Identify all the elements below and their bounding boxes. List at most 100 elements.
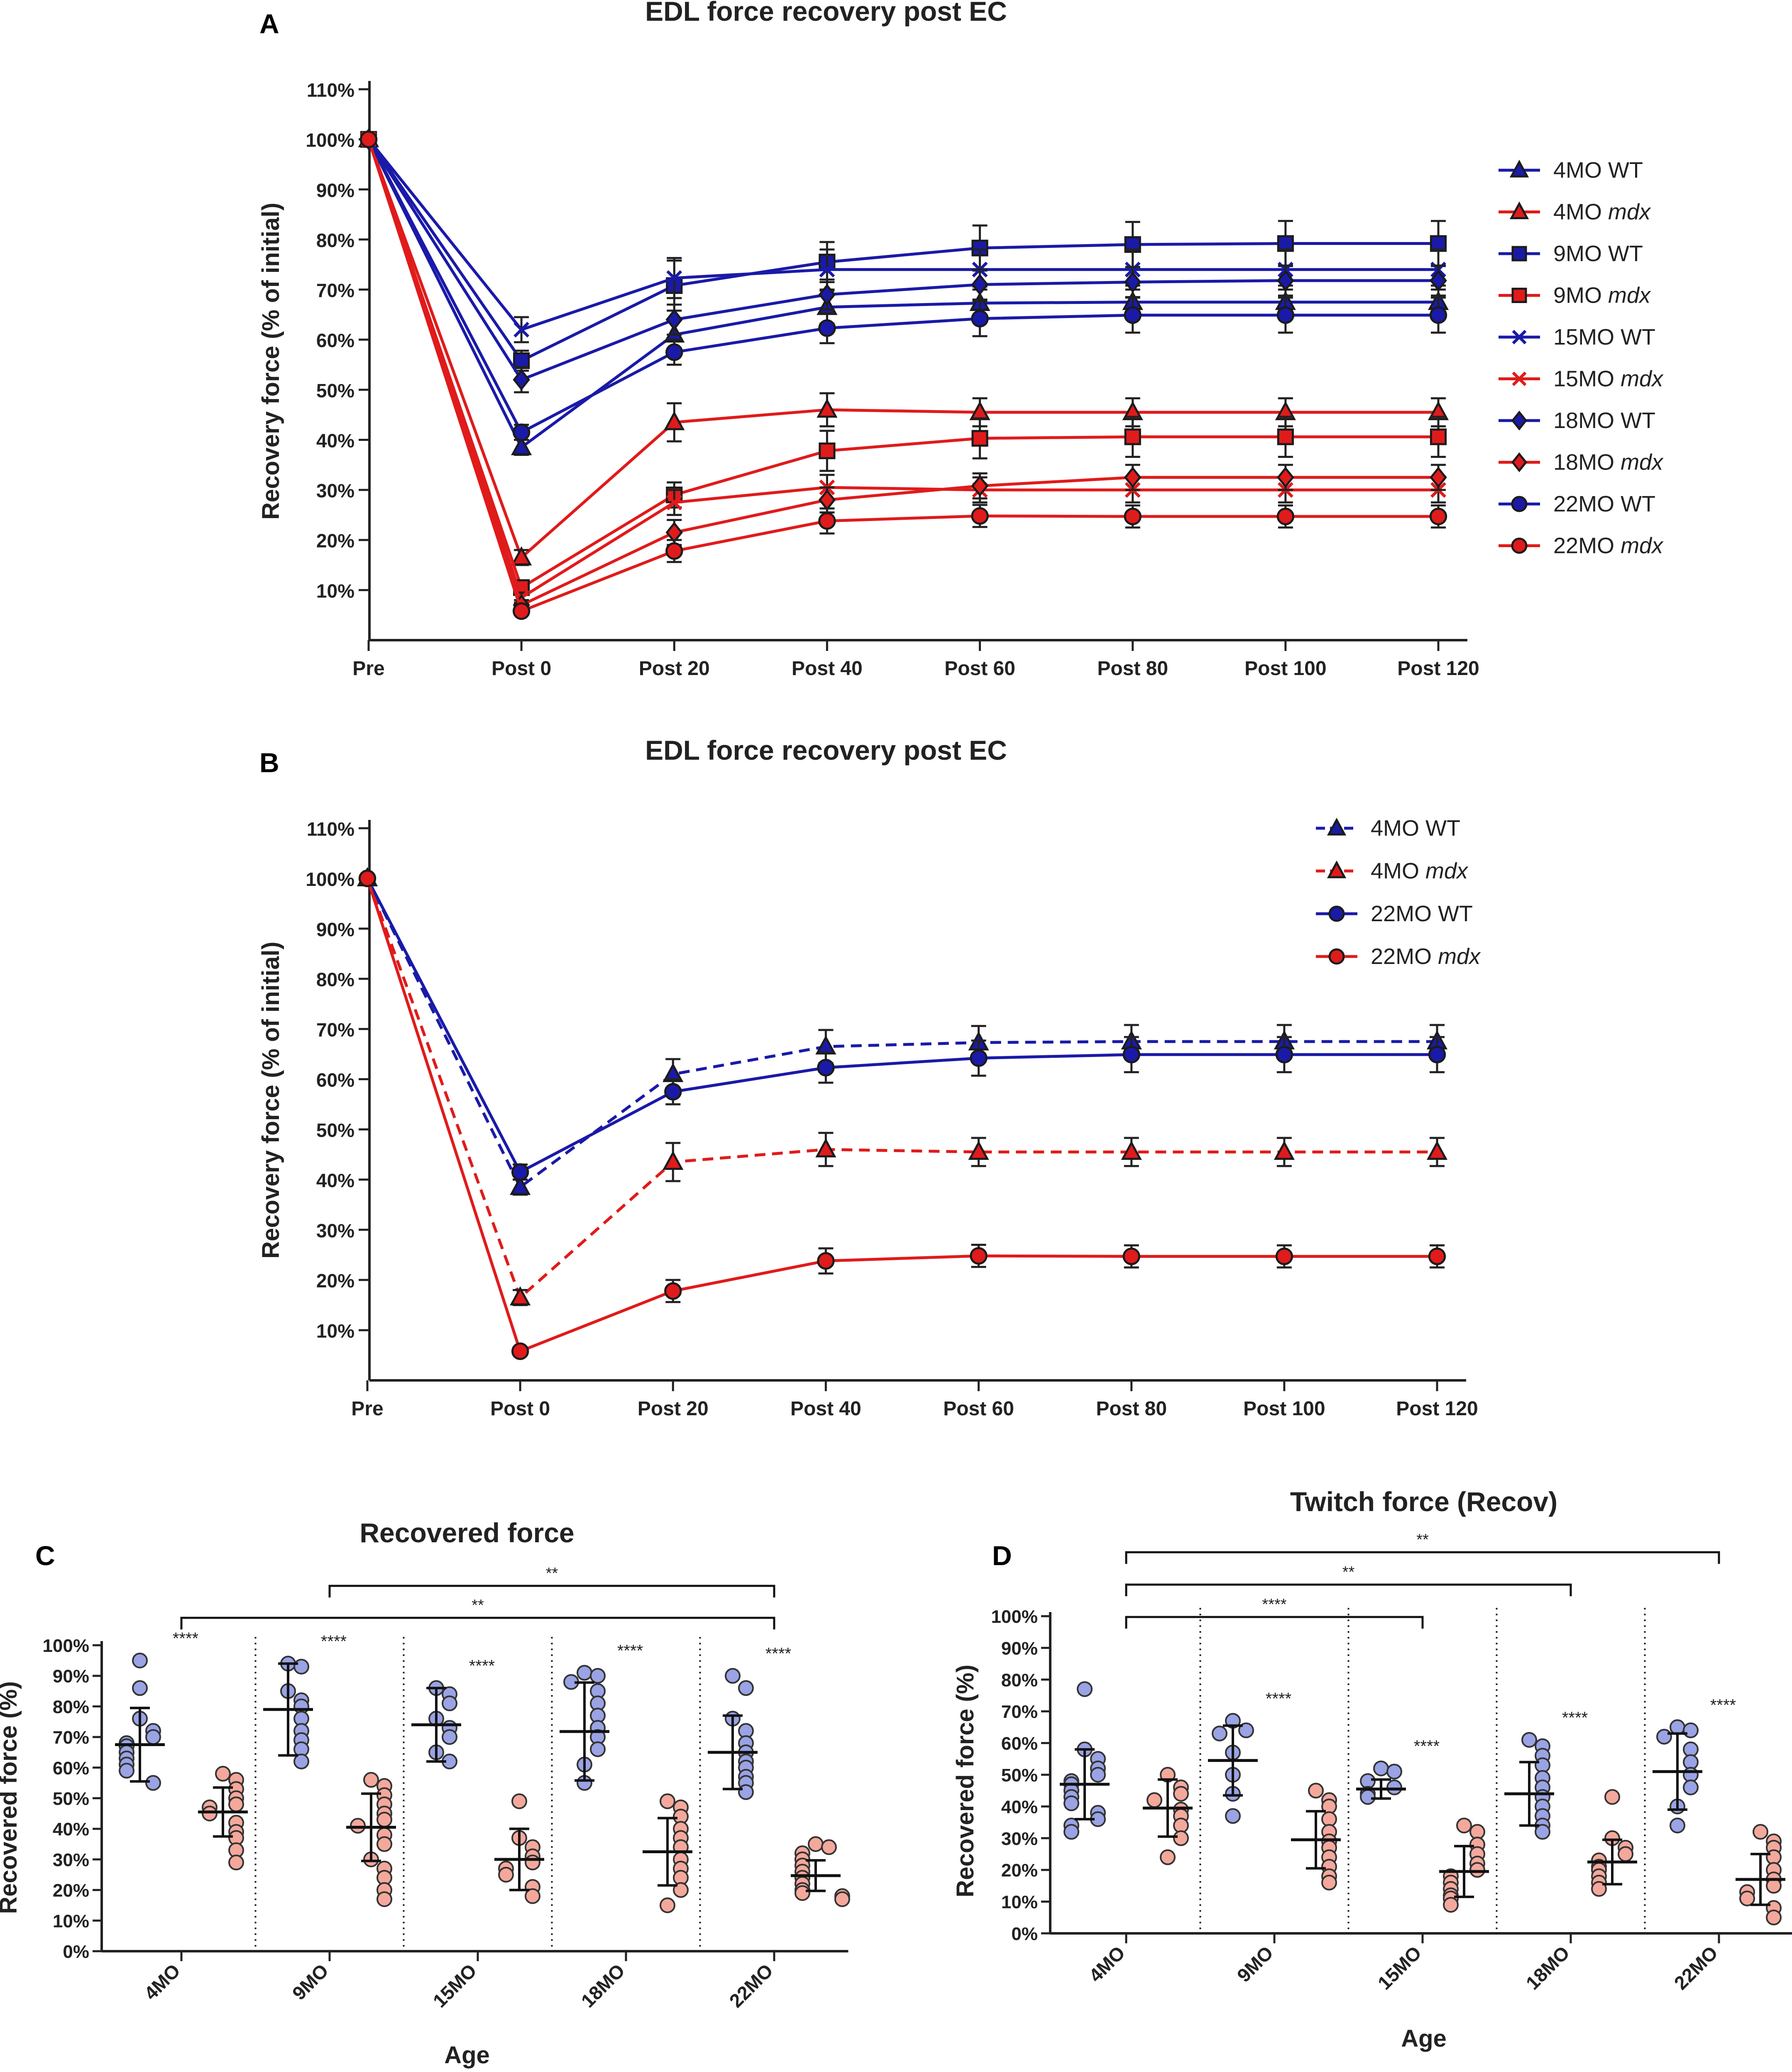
legend-label: 22MO mdx [1553,533,1664,558]
data-point [725,1668,741,1684]
y-tick-label: 20% [1001,1860,1038,1881]
data-point [1428,1046,1446,1064]
data-point [1656,1729,1672,1745]
data-point [1535,1824,1550,1840]
group-4mo-mdx [198,1766,248,1871]
x-tick-label: Post 40 [790,1398,861,1420]
data-point [1063,1824,1079,1840]
data-point [808,1836,824,1852]
bracket-line [1125,1551,1720,1564]
y-tick-label: 80% [316,969,354,991]
data-point [1077,1681,1093,1697]
data-point [1121,1140,1142,1160]
group-15mo-mdx [494,1793,544,1904]
data-point [1683,1722,1699,1739]
legend-item: 22MO WT [1316,901,1473,926]
legend-label-age: 15MO [1553,325,1621,350]
data-point [1618,1846,1633,1862]
series-line [367,138,1438,363]
data-point [590,1668,606,1684]
y-tick-label: 0% [63,1942,89,1962]
y-tick-label: 100% [306,130,354,151]
data-point [293,1754,309,1770]
bracket-line [180,1617,775,1629]
data-point [1428,1248,1446,1265]
data-point [525,1854,540,1871]
data-point [363,1772,379,1788]
legend-label-age: 22MO [1553,492,1621,516]
group-15mo-wt [411,1680,461,1770]
data-point [664,1083,682,1101]
series-line [367,139,1438,450]
y-tick-label: 40% [1001,1797,1038,1817]
y-tick-label: 40% [316,1169,354,1191]
data-point [1275,1248,1293,1265]
legend-label-age: 4MO [1371,859,1425,883]
data-point [513,369,530,391]
y-tick-label: 20% [316,1270,354,1292]
series-4mo-mdx [357,867,1448,1306]
x-tick-label: Post 120 [1396,1398,1478,1420]
legend-label-genotype: mdx [1608,200,1651,225]
group-18mo-wt [1504,1732,1554,1840]
series-line [367,139,1438,607]
data-point [970,1049,988,1067]
legend-label-genotype: WT [1438,901,1473,926]
data-point [817,398,838,418]
data-point [1063,1795,1079,1811]
data-point [376,1836,392,1852]
panel-d-letter: D [992,1540,1012,1571]
data-point [1173,1830,1189,1846]
data-point [511,1793,527,1809]
legend-marker [1511,452,1528,472]
legend-label-age: 4MO [1371,816,1425,841]
data-point [1124,271,1142,293]
y-tick-label: 80% [53,1697,89,1717]
group-9mo-mdx [346,1772,396,1907]
data-point [665,542,683,560]
legend-marker [1328,905,1345,922]
data-point [132,1680,148,1696]
series-22mo-wt [358,869,1446,1181]
data-point [1429,306,1447,324]
series-18mo-mdx [360,128,1447,616]
data-point [663,1150,684,1170]
data-point [1753,1824,1768,1840]
legend-label-genotype: mdx [1621,533,1664,558]
series-line [366,878,1437,1353]
legend-label-age: 9MO [1553,283,1608,308]
legend-item: 18MO WT [1499,408,1655,433]
significance-label: **** [1562,1709,1588,1727]
legend-item: 15MO WT [1499,325,1655,350]
legend-label-genotype: WT [1425,816,1460,841]
legend-item: 22MO mdx [1316,944,1481,969]
panel-b: B EDL force recovery post EC Recovery fo… [257,735,1481,1420]
data-point [666,270,682,286]
y-tick-label: 90% [53,1666,89,1687]
y-tick-label: 30% [1001,1829,1038,1849]
series-9mo-wt [360,131,1447,372]
legend-label: 15MO mdx [1553,367,1664,391]
group-22mo-wt [708,1668,758,1800]
y-tick-label: 90% [316,919,354,940]
data-point [1604,1789,1620,1805]
data-point [145,1729,161,1745]
panel-a-ylabel: Recovery force (% of initial) [257,203,284,520]
data-point [664,1282,682,1300]
data-point [1122,1248,1140,1265]
legend-label: 18MO mdx [1553,450,1664,475]
legend-marker [1511,410,1528,431]
data-point [512,602,531,620]
legend-label: 22MO mdx [1371,944,1481,969]
data-point [1430,269,1447,291]
legend-label-genotype: WT [1621,408,1655,433]
y-tick-label: 0% [1011,1924,1038,1944]
comparison-bracket: ** [1125,1563,1572,1596]
data-point [511,436,532,455]
panel-c-xlabel: Age [444,2042,490,2069]
panel-d-title: Twitch force (Recov) [1290,1486,1557,1517]
panel-d: D Twitch force (Recov) Recovered force (… [952,1486,1792,2052]
legend-marker [1511,288,1527,303]
y-tick-label: 40% [53,1819,89,1840]
data-point [971,430,988,447]
